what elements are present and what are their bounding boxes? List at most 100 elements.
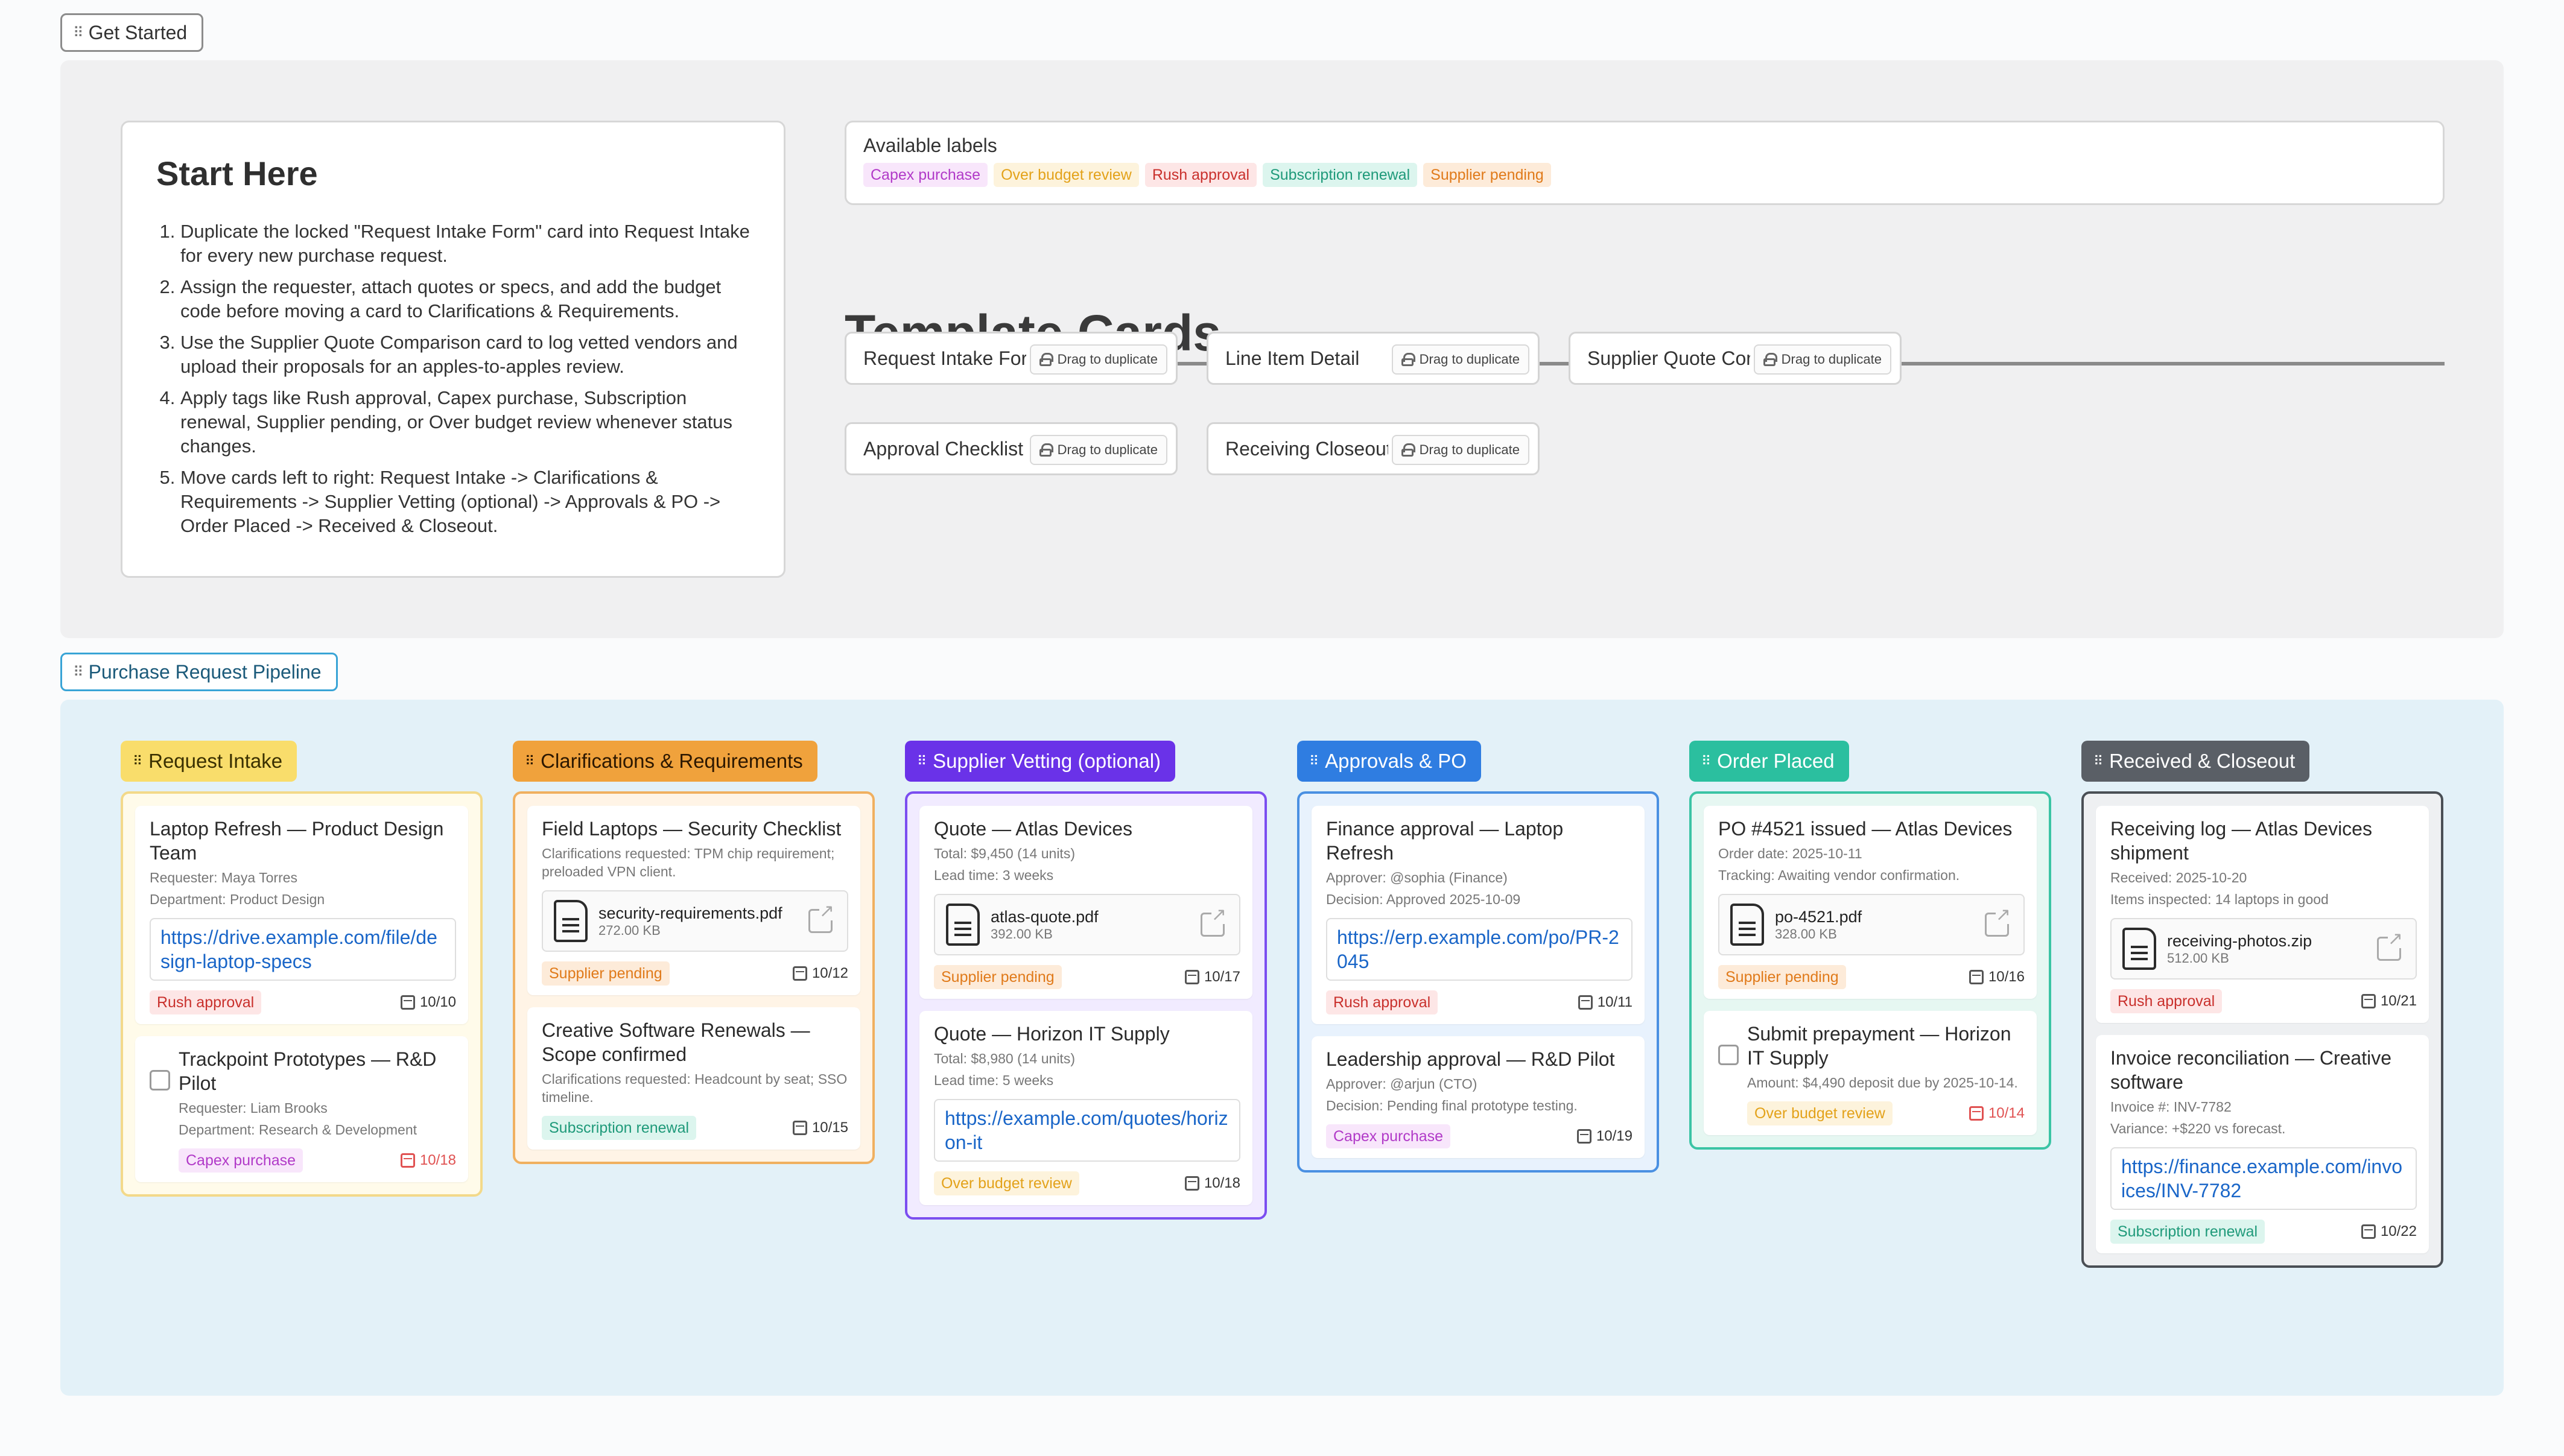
- label-tag[interactable]: Over budget review: [1747, 1101, 1893, 1125]
- label-tag[interactable]: Subscription renewal: [542, 1116, 697, 1140]
- due-date[interactable]: 10/18: [400, 1152, 456, 1169]
- drag-handle-icon[interactable]: ⠿: [133, 753, 142, 768]
- due-date[interactable]: 10/10: [400, 994, 456, 1011]
- drag-handle-icon[interactable]: ⠿: [73, 663, 84, 680]
- drag-to-duplicate-button[interactable]: Drag to duplicate: [1753, 344, 1891, 375]
- due-date[interactable]: 10/19: [1576, 1128, 1633, 1145]
- template-card[interactable]: Receiving Closeout Drag to duplicate: [1207, 422, 1540, 475]
- template-card[interactable]: Approval Checklist Drag to duplicate: [845, 422, 1178, 475]
- template-card[interactable]: Request Intake Form Drag to duplicate: [845, 332, 1178, 385]
- label-tag[interactable]: Subscription renewal: [2110, 1220, 2265, 1244]
- pipeline-card[interactable]: Quote — Atlas Devices Total: $9,450 (14 u…: [919, 806, 1252, 999]
- due-date[interactable]: 10/18: [1184, 1175, 1240, 1192]
- column-header[interactable]: ⠿ Order Placed: [1689, 741, 1849, 782]
- card-link[interactable]: https://example.com/quotes/horizon-it: [934, 1099, 1240, 1162]
- card-footer: Subscription renewal 10/15: [542, 1116, 848, 1140]
- pipeline-card[interactable]: Quote — Horizon IT Supply Total: $8,980 (…: [919, 1011, 1252, 1205]
- drag-handle-icon[interactable]: ⠿: [2093, 753, 2103, 768]
- label-tag[interactable]: Rush approval: [1326, 990, 1438, 1014]
- pipeline-card[interactable]: Invoice reconciliation — Creative softwa…: [2096, 1035, 2429, 1253]
- label-tag[interactable]: Rush approval: [1144, 163, 1257, 187]
- pipeline-card[interactable]: Leadership approval — R&D Pilot Approver:…: [1312, 1036, 1645, 1158]
- pipeline-card[interactable]: Laptop Refresh — Product Design Team Requ…: [135, 806, 468, 1024]
- pipeline-card[interactable]: Creative Software Renewals — Scope confi…: [527, 1007, 860, 1150]
- open-external-icon[interactable]: [1201, 906, 1226, 937]
- card-meta: Requester: Liam Brooks: [179, 1100, 328, 1116]
- due-date-text: 10/11: [1597, 994, 1633, 1010]
- card-link[interactable]: https://drive.example.com/file/design-la…: [150, 918, 456, 981]
- file-attachment[interactable]: po-4521.pdf 328.00 KB: [1718, 894, 2025, 955]
- column-header[interactable]: ⠿ Request Intake: [121, 741, 297, 782]
- drag-label: Drag to duplicate: [1057, 442, 1158, 457]
- open-external-icon[interactable]: [2377, 930, 2403, 961]
- column-header[interactable]: ⠿ Clarifications & Requirements: [513, 741, 817, 782]
- card-meta: Approver: @sophia (Finance): [1326, 870, 1508, 885]
- checkbox[interactable]: [150, 1070, 170, 1090]
- drag-handle-icon[interactable]: ⠿: [1701, 753, 1711, 768]
- due-date[interactable]: 10/14: [1969, 1105, 2025, 1122]
- file-attachment[interactable]: atlas-quote.pdf 392.00 KB: [934, 894, 1240, 955]
- card-link[interactable]: https://erp.example.com/po/PR-2045: [1326, 918, 1633, 981]
- label-tag[interactable]: Capex purchase: [863, 163, 988, 187]
- label-tag[interactable]: Subscription renewal: [1263, 163, 1418, 187]
- column-header[interactable]: ⠿ Supplier Vetting (optional): [905, 741, 1176, 782]
- card-meta: Decision: Pending final prototype testin…: [1326, 1098, 1578, 1113]
- label-tag[interactable]: Over budget review: [994, 163, 1139, 187]
- drag-handle-icon[interactable]: ⠿: [525, 753, 535, 768]
- due-date[interactable]: 10/11: [1578, 994, 1633, 1011]
- label-tag[interactable]: Supplier pending: [542, 961, 670, 986]
- label-tag[interactable]: Rush approval: [150, 990, 262, 1014]
- file-info: atlas-quote.pdf 392.00 KB: [991, 907, 1099, 942]
- lock-icon: [1039, 443, 1053, 457]
- column-header[interactable]: ⠿ Received & Closeout: [2081, 741, 2310, 782]
- template-card[interactable]: Line Item Detail Drag to duplicate: [1207, 332, 1540, 385]
- due-date[interactable]: 10/21: [2361, 993, 2417, 1010]
- file-info: security-requirements.pdf 272.00 KB: [598, 904, 782, 938]
- column-header[interactable]: ⠿ Approvals & PO: [1297, 741, 1481, 782]
- file-attachment[interactable]: receiving-photos.zip 512.00 KB: [2110, 918, 2417, 980]
- due-date[interactable]: 10/22: [2361, 1223, 2417, 1240]
- pipeline-card[interactable]: PO #4521 issued — Atlas Devices Order dat…: [1704, 806, 2037, 999]
- template-card[interactable]: Supplier Quote Comparison Drag to duplica…: [1569, 332, 1902, 385]
- section-tag-get-started[interactable]: ⠿ Get Started: [60, 13, 204, 52]
- open-external-icon[interactable]: [808, 902, 834, 933]
- label-tag[interactable]: Capex purchase: [1326, 1124, 1451, 1148]
- card-title: Quote — Horizon IT Supply: [934, 1023, 1170, 1045]
- label-tag[interactable]: Capex purchase: [179, 1148, 303, 1173]
- drag-to-duplicate-button[interactable]: Drag to duplicate: [1391, 435, 1529, 465]
- drag-handle-icon[interactable]: ⠿: [1309, 753, 1319, 768]
- drag-to-duplicate-button[interactable]: Drag to duplicate: [1029, 435, 1167, 465]
- drag-handle-icon[interactable]: ⠿: [73, 24, 84, 41]
- drag-handle-icon[interactable]: ⠿: [917, 753, 927, 768]
- file-icon: [1730, 904, 1764, 946]
- card-extras: https://finance.example.com/invoices/INV…: [2110, 1147, 2417, 1244]
- pipeline-card[interactable]: Trackpoint Prototypes — R&D Pilot Request…: [135, 1036, 468, 1182]
- pipeline-card[interactable]: Finance approval — Laptop Refresh Approve…: [1312, 806, 1645, 1024]
- file-attachment[interactable]: security-requirements.pdf 272.00 KB: [542, 890, 848, 952]
- drag-to-duplicate-button[interactable]: Drag to duplicate: [1391, 344, 1529, 375]
- pipeline-card[interactable]: Field Laptops — Security Checklist Clarif…: [527, 806, 860, 995]
- checkbox[interactable]: [1718, 1045, 1739, 1065]
- calendar-icon: [792, 966, 807, 981]
- file-size: 272.00 KB: [598, 923, 661, 938]
- label-tag[interactable]: Supplier pending: [934, 965, 1062, 989]
- pipeline-column: ⠿ Request Intake Laptop Refresh — Product …: [121, 741, 483, 1197]
- due-date[interactable]: 10/12: [792, 965, 848, 982]
- section-tag-pipeline[interactable]: ⠿ Purchase Request Pipeline: [60, 653, 338, 691]
- card-meta: Total: $8,980 (14 units): [934, 1051, 1075, 1066]
- label-tag[interactable]: Supplier pending: [1423, 163, 1551, 187]
- pipeline-card[interactable]: Submit prepayment — Horizon IT Supply Amo…: [1704, 1011, 2037, 1135]
- card-link[interactable]: https://finance.example.com/invoices/INV…: [2110, 1147, 2417, 1210]
- drag-to-duplicate-button[interactable]: Drag to duplicate: [1029, 344, 1167, 375]
- due-date[interactable]: 10/17: [1184, 969, 1240, 986]
- label-tag[interactable]: Supplier pending: [1718, 965, 1846, 989]
- pipeline-card[interactable]: Receiving log — Atlas Devices shipment Re…: [2096, 806, 2429, 1023]
- due-date[interactable]: 10/15: [792, 1119, 848, 1136]
- open-external-icon[interactable]: [1985, 906, 2011, 937]
- due-date[interactable]: 10/16: [1969, 969, 2025, 986]
- label-tag[interactable]: Over budget review: [934, 1171, 1079, 1195]
- card-title: Creative Software Renewals — Scope confi…: [542, 1019, 810, 1065]
- file-info: receiving-photos.zip 512.00 KB: [2167, 931, 2312, 966]
- label-tag[interactable]: Rush approval: [2110, 989, 2223, 1013]
